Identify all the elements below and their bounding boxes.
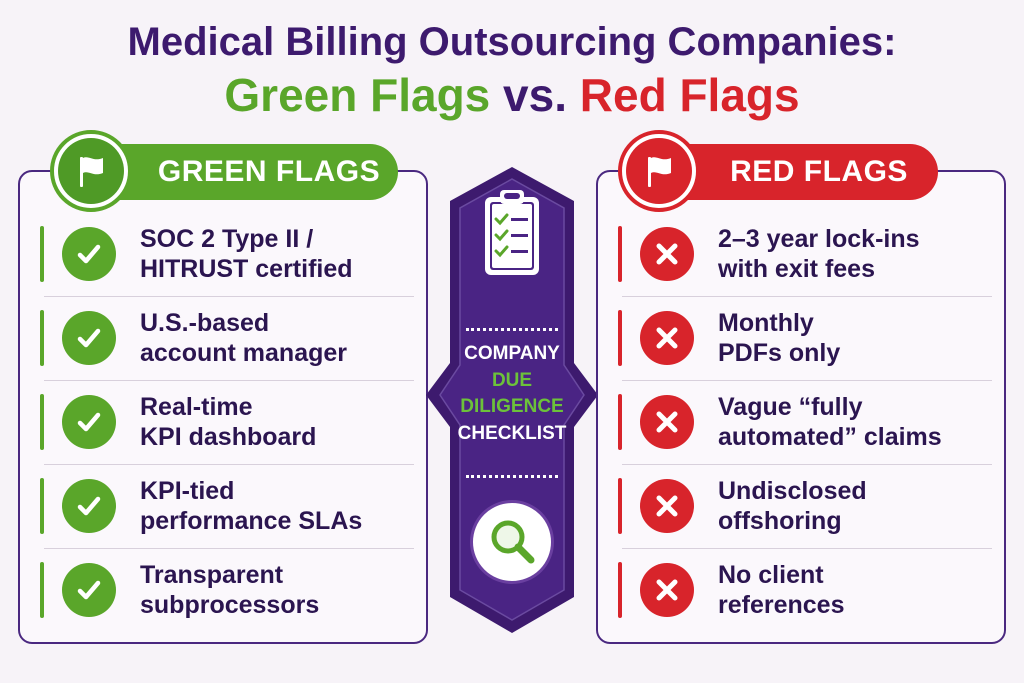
list-item: U.S.-based account manager bbox=[34, 296, 414, 380]
check-icon bbox=[62, 395, 116, 449]
list-item-text: 2–3 year lock-ins with exit fees bbox=[718, 225, 920, 283]
page-title: Medical Billing Outsourcing Companies: G… bbox=[0, 20, 1024, 121]
x-icon bbox=[640, 227, 694, 281]
list-item-text: Real-time KPI dashboard bbox=[140, 393, 317, 451]
red-flags-list: 2–3 year lock-ins with exit fees Monthly P… bbox=[612, 212, 992, 632]
list-item: KPI-tied performance SLAs bbox=[34, 464, 414, 548]
accent-bar bbox=[618, 394, 622, 450]
accent-bar bbox=[40, 226, 44, 282]
title-line-2: Green Flags vs. Red Flags bbox=[0, 70, 1024, 121]
accent-bar bbox=[618, 562, 622, 618]
check-icon bbox=[62, 227, 116, 281]
list-item: Vague “fully automated” claims bbox=[612, 380, 992, 464]
red-flags-header: RED FLAGS bbox=[650, 144, 938, 200]
list-item: Transparent subprocessors bbox=[34, 548, 414, 632]
list-item-text: U.S.-based account manager bbox=[140, 309, 348, 367]
title-red-flags: Red Flags bbox=[579, 69, 800, 121]
checklist-label: COMPANY DUE DILIGENCE CHECKLIST bbox=[457, 343, 567, 444]
x-icon bbox=[640, 563, 694, 617]
list-item: Monthly PDFs only bbox=[612, 296, 992, 380]
list-item-text: KPI-tied performance SLAs bbox=[140, 477, 363, 535]
accent-bar bbox=[40, 394, 44, 450]
green-flag-badge bbox=[50, 130, 132, 212]
red-flag-badge bbox=[618, 130, 700, 212]
x-icon bbox=[640, 311, 694, 365]
accent-bar bbox=[40, 562, 44, 618]
list-item: SOC 2 Type II / HITRUST certified bbox=[34, 212, 414, 296]
list-item: Undisclosed offshoring bbox=[612, 464, 992, 548]
accent-bar bbox=[40, 478, 44, 534]
due-diligence-checklist: COMPANY DUE DILIGENCE CHECKLIST bbox=[424, 165, 600, 635]
check-icon bbox=[62, 563, 116, 617]
list-item-text: Monthly PDFs only bbox=[718, 309, 841, 367]
dotted-divider bbox=[466, 475, 558, 478]
x-icon bbox=[640, 395, 694, 449]
dotted-divider bbox=[466, 328, 558, 331]
green-flags-list: SOC 2 Type II / HITRUST certified U.S.-ba… bbox=[34, 212, 414, 632]
flag-icon bbox=[648, 157, 671, 187]
title-green-flags: Green Flags bbox=[224, 69, 491, 121]
clipboard-checklist-icon bbox=[485, 190, 539, 275]
magnifier-icon bbox=[470, 500, 554, 584]
title-vs: vs. bbox=[503, 69, 567, 121]
list-item-text: SOC 2 Type II / HITRUST certified bbox=[140, 225, 353, 283]
checklist-banner-shape bbox=[426, 167, 598, 633]
check-icon bbox=[62, 311, 116, 365]
check-icon bbox=[62, 479, 116, 533]
list-item: Real-time KPI dashboard bbox=[34, 380, 414, 464]
list-item-text: Vague “fully automated” claims bbox=[718, 393, 942, 451]
list-item-text: Undisclosed offshoring bbox=[718, 477, 867, 535]
list-item: No client references bbox=[612, 548, 992, 632]
accent-bar bbox=[618, 226, 622, 282]
accent-bar bbox=[618, 310, 622, 366]
accent-bar bbox=[618, 478, 622, 534]
green-flags-header: GREEN FLAGS bbox=[80, 144, 398, 200]
accent-bar bbox=[40, 310, 44, 366]
title-line-1: Medical Billing Outsourcing Companies: bbox=[127, 20, 897, 64]
list-item-text: Transparent subprocessors bbox=[140, 561, 320, 619]
flag-icon bbox=[80, 157, 103, 187]
x-icon bbox=[640, 479, 694, 533]
list-item-text: No client references bbox=[718, 561, 845, 619]
list-item: 2–3 year lock-ins with exit fees bbox=[612, 212, 992, 296]
